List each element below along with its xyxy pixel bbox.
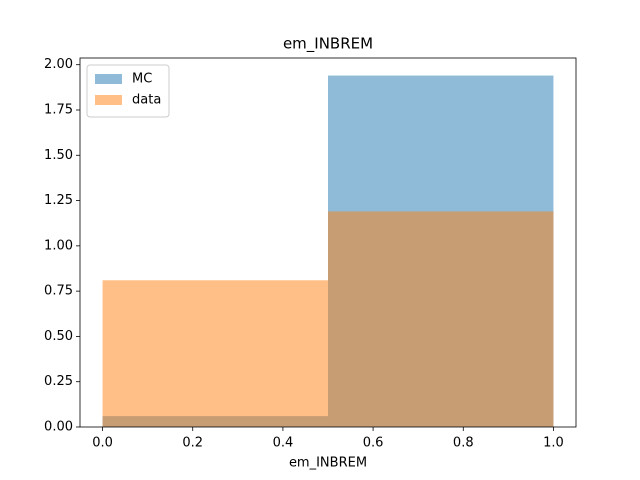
legend-label: data — [132, 93, 161, 108]
x-axis-label: em_INBREM — [289, 456, 367, 471]
y-tick-label: 2.00 — [44, 57, 73, 72]
legend-label: MC — [132, 72, 152, 87]
x-tick-label: 0.4 — [273, 436, 294, 451]
y-tick-label: 1.00 — [44, 238, 73, 253]
chart-title: em_INBREM — [283, 35, 373, 54]
histogram-bar — [102, 280, 328, 427]
plot-frame — [79, 57, 577, 428]
x-tick-label: 1.0 — [543, 436, 564, 451]
histogram-bar — [328, 211, 554, 427]
y-tick-label: 1.50 — [44, 148, 73, 163]
y-tick-label: 1.75 — [44, 102, 73, 117]
y-tick-label: 0.25 — [44, 374, 73, 389]
legend-box — [86, 64, 170, 118]
legend-swatch — [95, 95, 122, 105]
x-tick-label: 0.6 — [363, 436, 384, 451]
y-tick-label: 0.00 — [44, 420, 73, 435]
y-tick-label: 0.50 — [44, 329, 73, 344]
y-tick-label: 1.25 — [44, 193, 73, 208]
y-tick-label: 0.75 — [44, 284, 73, 299]
x-tick-label: 0.2 — [182, 436, 203, 451]
legend-swatch — [95, 74, 122, 84]
x-tick-label: 0.8 — [453, 436, 474, 451]
x-tick-label: 0.0 — [92, 436, 113, 451]
